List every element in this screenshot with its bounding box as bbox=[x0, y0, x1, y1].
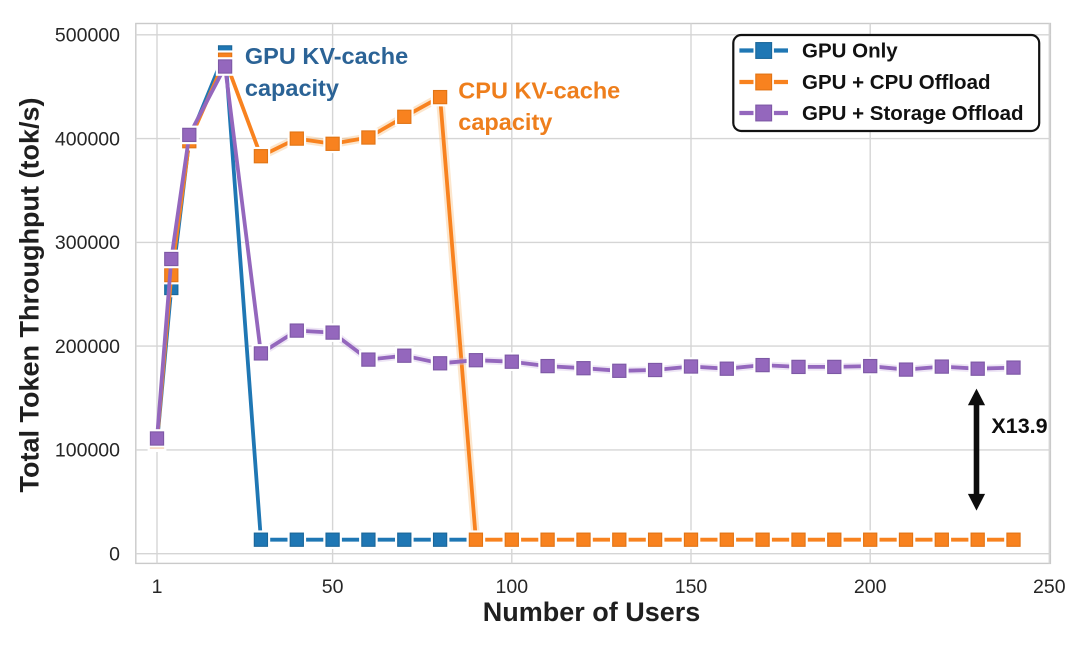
svg-text:100: 100 bbox=[496, 576, 529, 598]
svg-text:Number of Users: Number of Users bbox=[483, 597, 701, 627]
svg-text:200: 200 bbox=[854, 576, 887, 598]
svg-text:100000: 100000 bbox=[55, 440, 120, 462]
svg-text:150: 150 bbox=[675, 576, 708, 598]
svg-text:GPU Only: GPU Only bbox=[802, 40, 898, 63]
svg-text:200000: 200000 bbox=[55, 336, 120, 358]
svg-text:400000: 400000 bbox=[55, 128, 120, 150]
svg-text:GPU KV-cache: GPU KV-cache bbox=[245, 43, 408, 69]
svg-text:capacity: capacity bbox=[245, 75, 339, 101]
svg-text:50: 50 bbox=[322, 576, 344, 598]
svg-text:1: 1 bbox=[152, 576, 163, 598]
svg-text:CPU KV-cache: CPU KV-cache bbox=[458, 78, 620, 104]
svg-text:GPU + CPU Offload: GPU + CPU Offload bbox=[802, 71, 991, 94]
svg-text:300000: 300000 bbox=[55, 232, 120, 254]
svg-text:0: 0 bbox=[109, 543, 120, 565]
svg-text:X13.9: X13.9 bbox=[991, 414, 1047, 438]
svg-text:Total Token Throughput (tok/s): Total Token Throughput (tok/s) bbox=[15, 98, 45, 493]
svg-text:GPU + Storage Offload: GPU + Storage Offload bbox=[802, 102, 1024, 125]
svg-text:250: 250 bbox=[1033, 576, 1066, 598]
svg-text:500000: 500000 bbox=[55, 25, 120, 47]
svg-text:capacity: capacity bbox=[458, 109, 552, 135]
